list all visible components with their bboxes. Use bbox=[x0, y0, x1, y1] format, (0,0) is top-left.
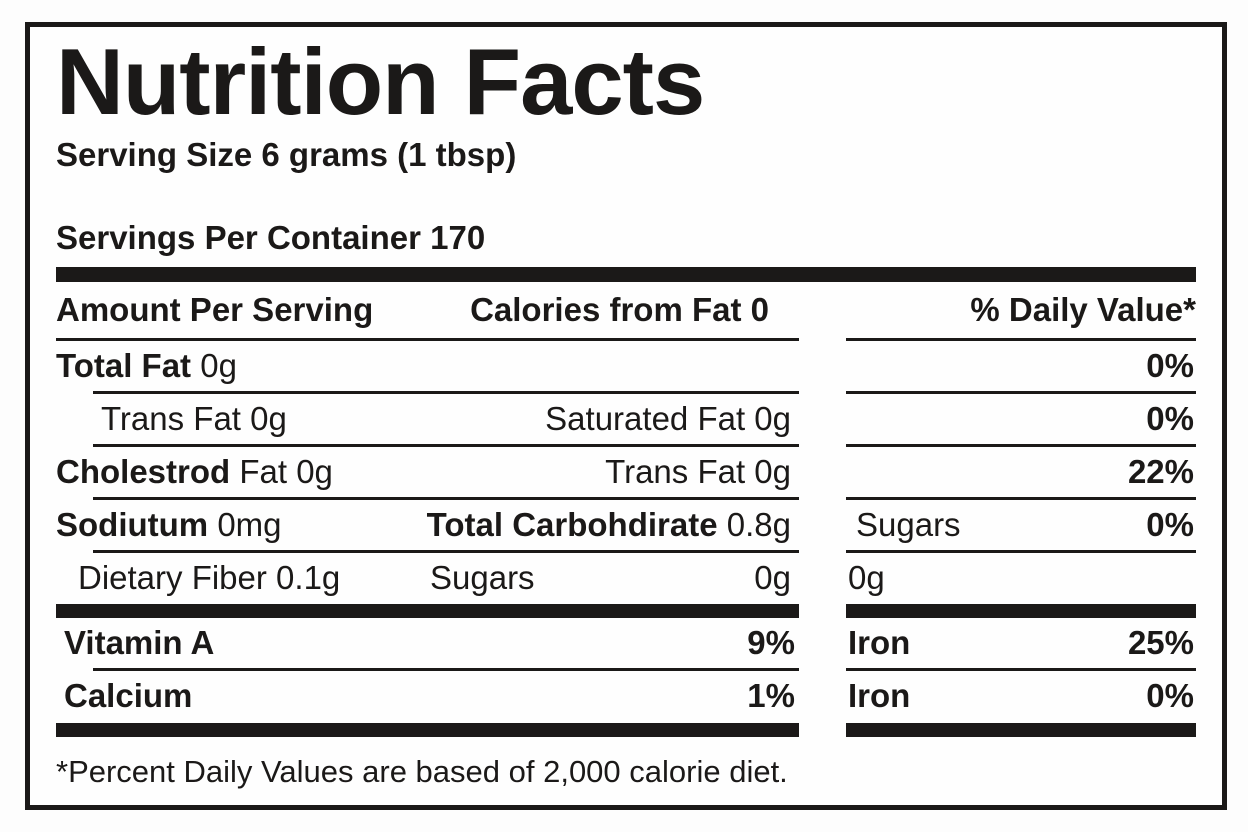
nutrient-name: Sodiutum 0mg bbox=[56, 506, 282, 544]
percent-value: 22% bbox=[1127, 453, 1194, 491]
nutrient-mid-rest: 0.8g bbox=[717, 506, 791, 544]
vitamin-name: Iron bbox=[848, 624, 911, 662]
nutrient-name: Dietary Fiber 0.1g bbox=[78, 558, 341, 596]
separator-bar-segment bbox=[846, 723, 1196, 738]
vitamin-row-iron-2: Iron 0% bbox=[846, 671, 1196, 721]
nutrient-row-total-fat: Total Fat 0g bbox=[56, 341, 799, 391]
nutrient-table-left-column: Amount Per Serving Calories from Fat 0 T… bbox=[56, 282, 799, 602]
nutrient-name-rest: 0g bbox=[191, 347, 237, 385]
percent-value: 25% bbox=[1127, 624, 1194, 662]
percent-value: 0% bbox=[1146, 677, 1194, 715]
vitamin-row-calcium: Calcium 1% bbox=[56, 671, 799, 721]
divider-rule bbox=[93, 550, 799, 554]
nutrient-row-cholestrod: Cholestrod Fat 0g Trans Fat 0g bbox=[56, 447, 799, 497]
separator-bar-segment bbox=[56, 604, 799, 619]
nutrient-mid-label: Sugars bbox=[430, 558, 535, 596]
nutrient-mid-bold: Total Carbohdirate bbox=[426, 506, 718, 544]
divider-rule bbox=[846, 550, 1196, 554]
vitamin-table-right-column: Iron 25% Iron 0% bbox=[846, 618, 1196, 721]
percent-value: 9% bbox=[747, 624, 795, 662]
vitamin-name: Vitamin A bbox=[64, 624, 215, 662]
table-header-row-right: % Daily Value* bbox=[846, 282, 1196, 338]
footnote-text: *Percent Daily Values are based of 2,000… bbox=[56, 754, 788, 790]
sugars-percent-row: Sugars 0% bbox=[846, 500, 1196, 550]
percent-value: 1% bbox=[747, 677, 795, 715]
divider-rule bbox=[56, 338, 799, 342]
nutrient-row-dietary-fiber: Dietary Fiber 0.1g Sugars 0g bbox=[56, 553, 799, 602]
nutrient-right-label: Sugars bbox=[856, 506, 961, 544]
divider-rule bbox=[93, 497, 799, 501]
nutrient-name-bold: Cholestrod bbox=[56, 453, 231, 491]
divider-rule bbox=[846, 338, 1196, 342]
separator-bar-segment bbox=[846, 604, 1196, 619]
percent-value: 0% bbox=[1146, 347, 1194, 385]
label-title: Nutrition Facts bbox=[56, 29, 705, 134]
vitamin-name: Iron bbox=[848, 677, 911, 715]
amount-per-serving-header: Amount Per Serving bbox=[56, 291, 374, 329]
nutrient-right-label: 0g bbox=[848, 558, 885, 596]
vitamin-row-iron-1: Iron 25% bbox=[846, 618, 1196, 668]
nutrient-name: Cholestrod Fat 0g bbox=[56, 453, 333, 491]
vitamin-name: Calcium bbox=[64, 677, 193, 715]
servings-per-container-text: Servings Per Container 170 bbox=[56, 219, 486, 257]
serving-size-text: Serving Size 6 grams (1 tbsp) bbox=[56, 136, 517, 174]
nutrient-name-rest: Fat 0g bbox=[230, 453, 333, 491]
nutrient-table: Amount Per Serving Calories from Fat 0 T… bbox=[56, 282, 1196, 602]
bottom-separator-bars bbox=[56, 723, 1196, 738]
nutrient-table-right-column: % Daily Value* 0% 0% 22% Sugars 0% bbox=[846, 282, 1196, 602]
divider-rule bbox=[846, 668, 1196, 672]
nutrient-row-trans-fat: Trans Fat 0g Saturated Fat 0g bbox=[56, 394, 799, 444]
divider-rule bbox=[93, 391, 799, 395]
nutrient-name-bold: Sodiutum bbox=[56, 506, 209, 544]
nutrient-name: Total Fat 0g bbox=[56, 347, 237, 385]
vitamin-row-vitamin-a: Vitamin A 9% bbox=[56, 618, 799, 668]
percent-value: 0% bbox=[1146, 506, 1194, 544]
divider-rule bbox=[93, 444, 799, 448]
nutrient-mid-label: Trans Fat 0g bbox=[605, 453, 791, 491]
nutrient-name: Trans Fat 0g bbox=[101, 400, 287, 438]
percent-row: 0% bbox=[846, 341, 1196, 391]
percent-row: 0% bbox=[846, 394, 1196, 444]
divider-rule bbox=[846, 444, 1196, 448]
daily-value-header: % Daily Value* bbox=[970, 291, 1196, 329]
divider-rule bbox=[846, 497, 1196, 501]
nutrition-facts-label: Nutrition Facts Serving Size 6 grams (1 … bbox=[25, 22, 1227, 810]
percent-row: 22% bbox=[846, 447, 1196, 497]
vitamin-table-left-column: Vitamin A 9% Calcium 1% bbox=[56, 618, 799, 721]
nutrient-name-rest: 0mg bbox=[208, 506, 282, 544]
vitamin-table: Vitamin A 9% Calcium 1% Iron 25% Iron 0% bbox=[56, 618, 1196, 721]
nutrient-mid-label: Saturated Fat 0g bbox=[545, 400, 791, 438]
nutrient-name-bold: Total Fat bbox=[56, 347, 192, 385]
divider-rule bbox=[93, 668, 799, 672]
separator-bar-segment bbox=[56, 723, 799, 738]
divider-rule bbox=[846, 391, 1196, 395]
nutrient-mid-value: 0g bbox=[754, 558, 791, 596]
top-separator-bar bbox=[56, 267, 1196, 283]
calories-from-fat-header: Calories from Fat 0 bbox=[470, 291, 769, 329]
nutrient-mid-label: Total Carbohdirate 0.8g bbox=[427, 506, 799, 544]
table-header-row-left: Amount Per Serving Calories from Fat 0 bbox=[56, 282, 799, 338]
percent-value: 0% bbox=[1146, 400, 1194, 438]
nutrient-row-sodiutum: Sodiutum 0mg Total Carbohdirate 0.8g bbox=[56, 500, 799, 550]
mid-separator-bars bbox=[56, 604, 1196, 619]
grams-row: 0g bbox=[846, 553, 1196, 602]
